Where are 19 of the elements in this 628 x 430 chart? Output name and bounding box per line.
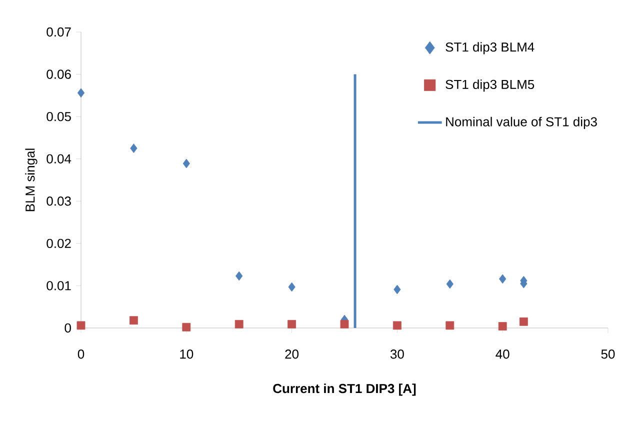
legend-label: ST1 dip3 BLM4 <box>446 42 534 54</box>
y-axis-title: BLM singal <box>25 148 38 212</box>
x-tick-label: 10 <box>180 350 194 359</box>
y-tick-label: 0.02 <box>46 238 71 248</box>
legend-label: ST1 dip3 BLM5 <box>446 79 534 92</box>
x-tick-label: 40 <box>496 350 510 359</box>
y-tick-label: 0.05 <box>46 112 71 122</box>
x-tick-label: 20 <box>285 350 299 359</box>
y-tick-label: 0 <box>64 323 71 333</box>
legend-label: Nominal value of ST1 dip3 <box>446 116 597 129</box>
y-tick-label: 0.06 <box>46 70 71 79</box>
x-axis-title: Current in ST1 DIP3 [A] <box>273 384 416 396</box>
y-tick-label: 0.07 <box>46 27 71 37</box>
x-tick-label: 0 <box>78 350 84 359</box>
y-tick-label: 0.03 <box>46 196 71 206</box>
y-tick-label: 0.04 <box>46 154 72 164</box>
y-tick-label: 0.01 <box>46 281 71 290</box>
x-tick-label: 30 <box>390 350 404 359</box>
x-tick-label: 50 <box>601 350 615 359</box>
